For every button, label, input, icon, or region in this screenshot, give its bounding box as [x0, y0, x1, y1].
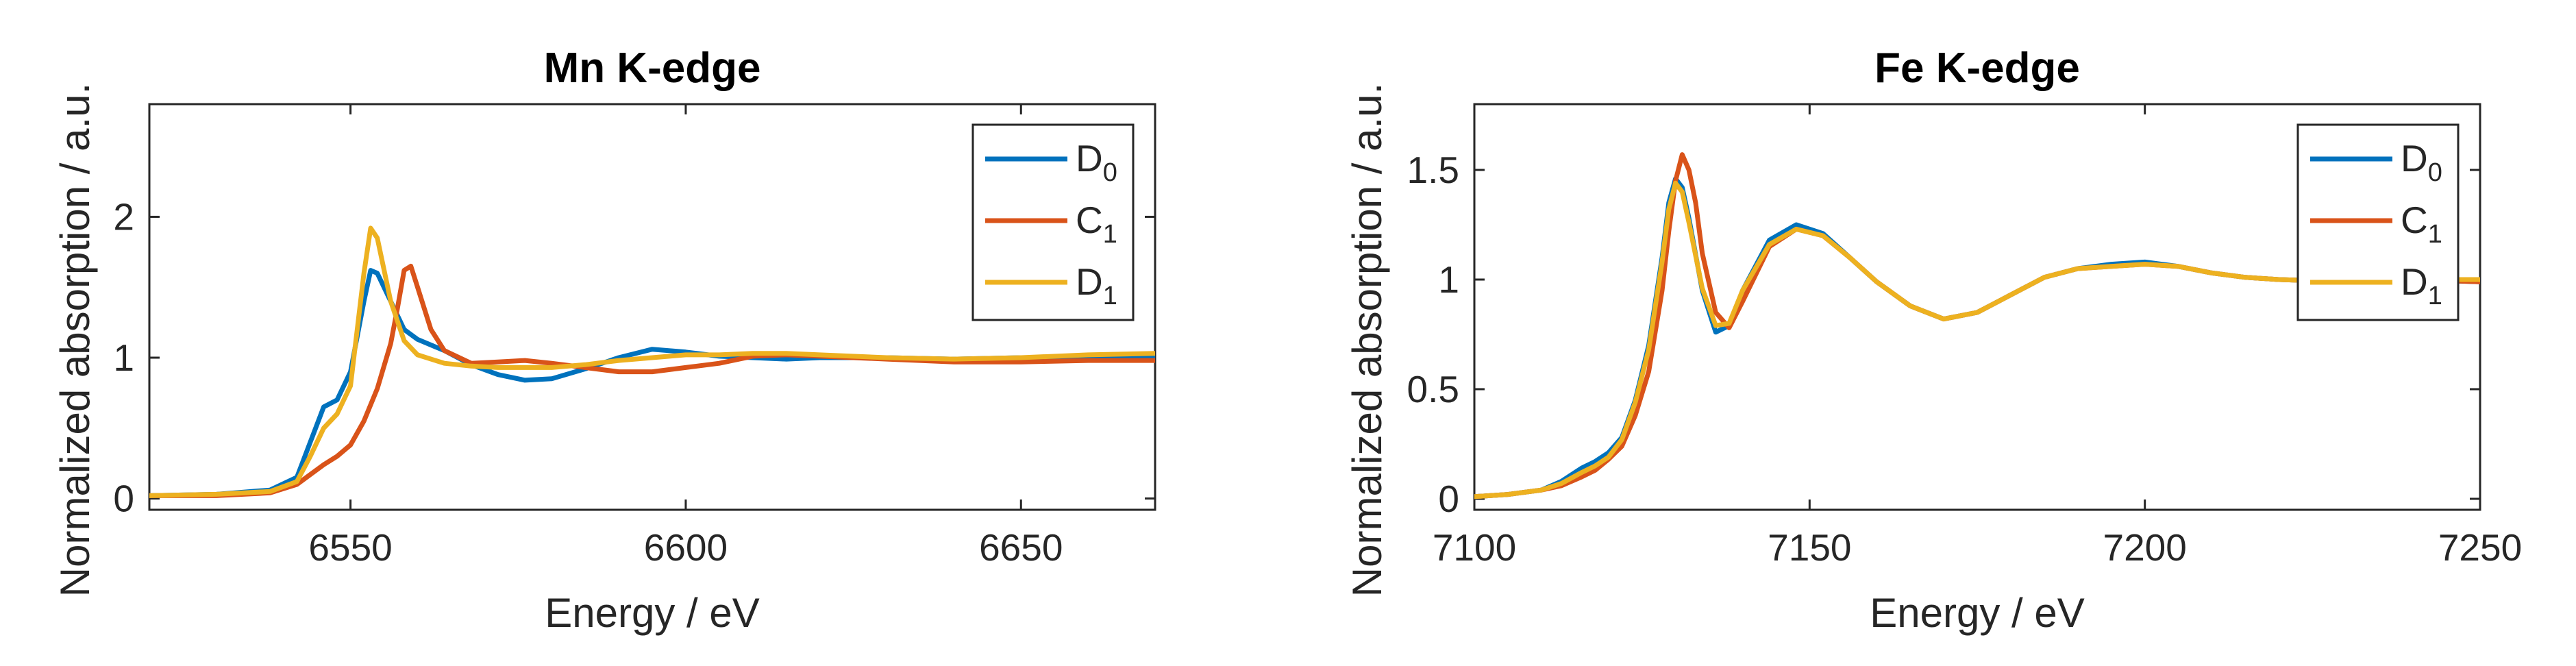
y-tick-label: 1	[113, 336, 134, 379]
x-tick-label: 6650	[979, 526, 1063, 569]
y-tick-label: 0	[1438, 478, 1459, 520]
x-tick-label: 6600	[644, 526, 728, 569]
legend-label-subscript: 1	[2428, 220, 2442, 249]
legend-label-subscript: 1	[1103, 220, 1117, 249]
legend-label-main: D	[1076, 137, 1103, 180]
y-tick-label: 0.5	[1407, 368, 1459, 410]
series-group	[1474, 152, 2480, 500]
x-axis-label: Energy / eV	[1870, 590, 2085, 636]
chart-title: Fe K-edge	[1874, 45, 2080, 92]
y-tick-label: 1	[1438, 258, 1459, 301]
legend-label: D1	[2401, 260, 2442, 310]
legend-label-main: D	[1076, 260, 1103, 303]
x-tick-label: 7200	[2103, 526, 2186, 569]
y-tick-label: 0	[113, 478, 134, 520]
legend-label-main: D	[2401, 260, 2428, 303]
y-axis-label: Normalized absorption / a.u.	[1344, 83, 1390, 597]
legend-label-main: C	[1076, 199, 1103, 241]
series-group	[149, 225, 1155, 498]
legend-label: C1	[1076, 199, 1117, 249]
x-tick-label: 7250	[2438, 526, 2522, 569]
legend-label-subscript: 0	[2428, 158, 2442, 187]
legend-label-main: D	[2401, 137, 2428, 180]
x-tick-label: 7100	[1433, 526, 1516, 569]
series-line-d1	[149, 225, 1155, 498]
x-axis-label: Energy / eV	[545, 590, 760, 636]
legend-label: D0	[1076, 137, 1117, 187]
legend-label-subscript: 1	[2428, 282, 2442, 310]
x-tick-label: 6550	[308, 526, 392, 569]
x-tick-label: 7150	[1768, 526, 1851, 569]
legend-label: D1	[1076, 260, 1117, 310]
series-line-d1	[1474, 180, 2480, 500]
y-tick-label: 2	[113, 195, 134, 238]
legend-label-main: C	[2401, 199, 2428, 241]
legend-label-subscript: 1	[1103, 282, 1117, 310]
y-tick-label: 1.5	[1407, 149, 1459, 191]
legend-label-subscript: 0	[1103, 158, 1117, 187]
chart-title: Mn K-edge	[544, 45, 761, 92]
legend-label: C1	[2401, 199, 2442, 249]
legend-label: D0	[2401, 137, 2442, 187]
y-axis-label: Normalized absorption / a.u.	[52, 83, 98, 597]
